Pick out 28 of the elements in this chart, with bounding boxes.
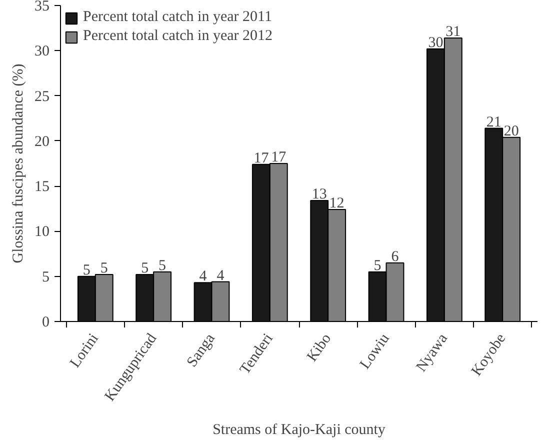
data-label: 5 (374, 258, 382, 274)
data-label: 5 (158, 258, 166, 274)
data-label: 20 (504, 123, 519, 140)
data-label: 6 (391, 248, 400, 265)
data-label: 5 (100, 260, 108, 277)
data-label: 17 (254, 150, 270, 166)
data-label: 17 (271, 150, 287, 166)
data-label: 30 (428, 34, 444, 51)
y-tick-label: 30 (34, 44, 50, 60)
y-tick-label: 15 (34, 179, 50, 196)
data-label: 5 (141, 260, 149, 277)
data-label: 4 (216, 268, 225, 284)
data-label: 5 (82, 262, 90, 278)
x-axis-title: Streams of Kajo-Kaji county (212, 422, 386, 438)
y-tick-label: 20 (34, 134, 50, 150)
data-label: 12 (329, 196, 344, 212)
legend-label: Percent total catch in year 2012 (83, 28, 273, 45)
y-tick-label: 25 (34, 88, 50, 105)
data-label: 21 (486, 114, 502, 130)
y-axis-title: Glossina fuscipes abundance (%) (10, 64, 26, 264)
y-tick-label: 10 (34, 224, 50, 240)
y-tick-label: 0 (42, 314, 50, 330)
y-tick-label: 35 (34, 0, 50, 14)
legend-label: Percent total catch in year 2011 (83, 9, 272, 26)
data-label: 13 (312, 186, 327, 203)
data-label: 4 (199, 268, 208, 285)
y-tick-label: 5 (42, 269, 50, 286)
data-label: 31 (446, 24, 461, 40)
